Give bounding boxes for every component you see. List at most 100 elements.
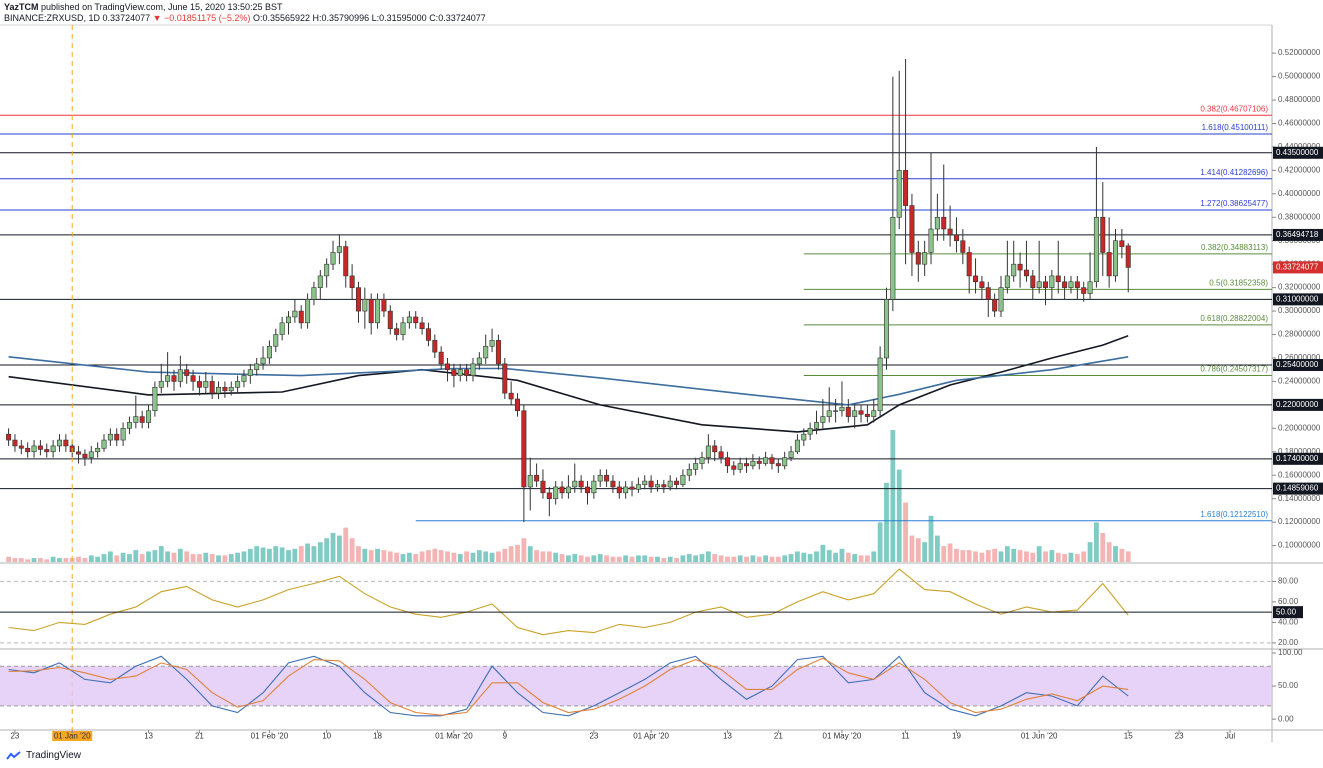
candle-body — [947, 228, 953, 236]
candle-body — [419, 322, 425, 329]
volume-bar — [903, 502, 908, 562]
candle-body — [311, 287, 317, 300]
volume-bar — [1011, 548, 1017, 562]
candle-body — [883, 299, 889, 359]
volume-bar — [362, 548, 368, 562]
volume-bar — [655, 556, 660, 562]
candle-body — [654, 484, 660, 488]
y-tick-label: 0.48000000 — [1278, 95, 1321, 104]
candle-body — [508, 392, 514, 400]
last-price-box — [1273, 261, 1323, 274]
y-tick-label: 0.32000000 — [1278, 283, 1321, 292]
volume-bar — [877, 522, 883, 562]
chart: 0.10000000 0.12000000 0.14000000 0.16000000… — [0, 24, 1323, 742]
candle-body — [381, 299, 387, 312]
volume-bar — [476, 550, 482, 562]
candle-body — [476, 357, 482, 365]
candle-body — [731, 465, 737, 470]
candle-body — [177, 369, 183, 382]
candle-body — [591, 480, 597, 494]
candle-body — [285, 316, 291, 324]
volume-bar — [1074, 554, 1080, 562]
candle-body — [648, 480, 654, 488]
volume-bar — [298, 546, 304, 562]
candle-body — [604, 474, 610, 482]
volume-bar — [6, 556, 11, 562]
volume-bar — [839, 548, 845, 562]
volume-bar — [737, 555, 743, 562]
volume-bar — [623, 555, 629, 562]
moving-average — [8, 334, 1129, 433]
level-label: 0.25400000 — [1276, 360, 1319, 369]
footer: TradingView — [6, 750, 81, 761]
volume-bar — [890, 430, 896, 562]
candle-body — [915, 252, 921, 265]
candle-body — [31, 445, 37, 453]
volume-bar — [336, 535, 342, 562]
candle-body — [928, 228, 934, 253]
x-tick-label: 21 — [195, 732, 204, 741]
volume-bar — [699, 554, 705, 562]
volume-bar — [1004, 546, 1010, 562]
open: O:0.35565922 — [252, 13, 311, 23]
volume-bar — [1087, 542, 1093, 562]
candle-body — [1036, 281, 1042, 288]
volume-bar — [578, 555, 584, 562]
volume-bar — [922, 542, 928, 562]
volume-bar — [826, 550, 832, 562]
candle-body — [425, 328, 431, 341]
volume-bar — [209, 554, 215, 562]
level-label: 0.22000000 — [1276, 400, 1319, 409]
volume-bar — [413, 554, 419, 562]
x-tick-label: 11 — [901, 732, 910, 741]
y-tick-label: 0.46000000 — [1278, 119, 1321, 128]
candle-body — [909, 205, 915, 253]
candle-body — [120, 428, 126, 441]
candle-body — [934, 216, 940, 230]
candle-body — [279, 322, 285, 335]
level-label: 0.14859060 — [1276, 484, 1319, 493]
volume-bar — [954, 548, 959, 562]
candle-body — [432, 340, 438, 353]
volume-bar — [1055, 552, 1061, 562]
volume-bar — [470, 552, 476, 562]
volume-bar — [1030, 552, 1036, 562]
candle-body — [896, 170, 902, 218]
candle-body — [661, 484, 667, 488]
volume-bar — [661, 558, 667, 562]
candle-body — [216, 386, 222, 394]
candle-body — [502, 363, 508, 394]
candle-body — [222, 386, 228, 392]
volume-bar — [865, 555, 870, 562]
volume-bar — [648, 556, 654, 562]
candle-body — [375, 299, 381, 324]
level-box — [1273, 146, 1323, 159]
candle-body — [623, 486, 629, 494]
candle-body — [642, 480, 648, 485]
volume-bar — [120, 552, 126, 562]
candle-body — [44, 449, 50, 453]
volume-bar — [725, 556, 730, 562]
volume-bar — [680, 555, 686, 562]
volume-bar — [279, 547, 285, 562]
candle-body — [610, 480, 616, 488]
volume-bar — [260, 547, 266, 562]
candle-body — [126, 422, 132, 429]
candle-body — [457, 369, 463, 376]
volume-bar — [992, 548, 998, 562]
volume-bar — [515, 544, 520, 562]
volume-bar — [540, 551, 546, 562]
volume-bar — [171, 552, 177, 562]
volume-bar — [222, 555, 228, 562]
candle-body — [584, 486, 590, 494]
y-tick-label: 80.00 — [1278, 577, 1299, 586]
candle-body — [387, 310, 393, 329]
y-tick-label: 0.40000000 — [1278, 189, 1321, 198]
volume-bar — [445, 551, 450, 562]
candle-body — [814, 422, 820, 429]
y-tick-label: 0.16000000 — [1278, 470, 1321, 479]
volume-bar — [909, 535, 915, 562]
volume-bar — [273, 546, 279, 562]
y-tick-label: 0.20000000 — [1278, 423, 1321, 432]
candle-body — [680, 474, 686, 485]
